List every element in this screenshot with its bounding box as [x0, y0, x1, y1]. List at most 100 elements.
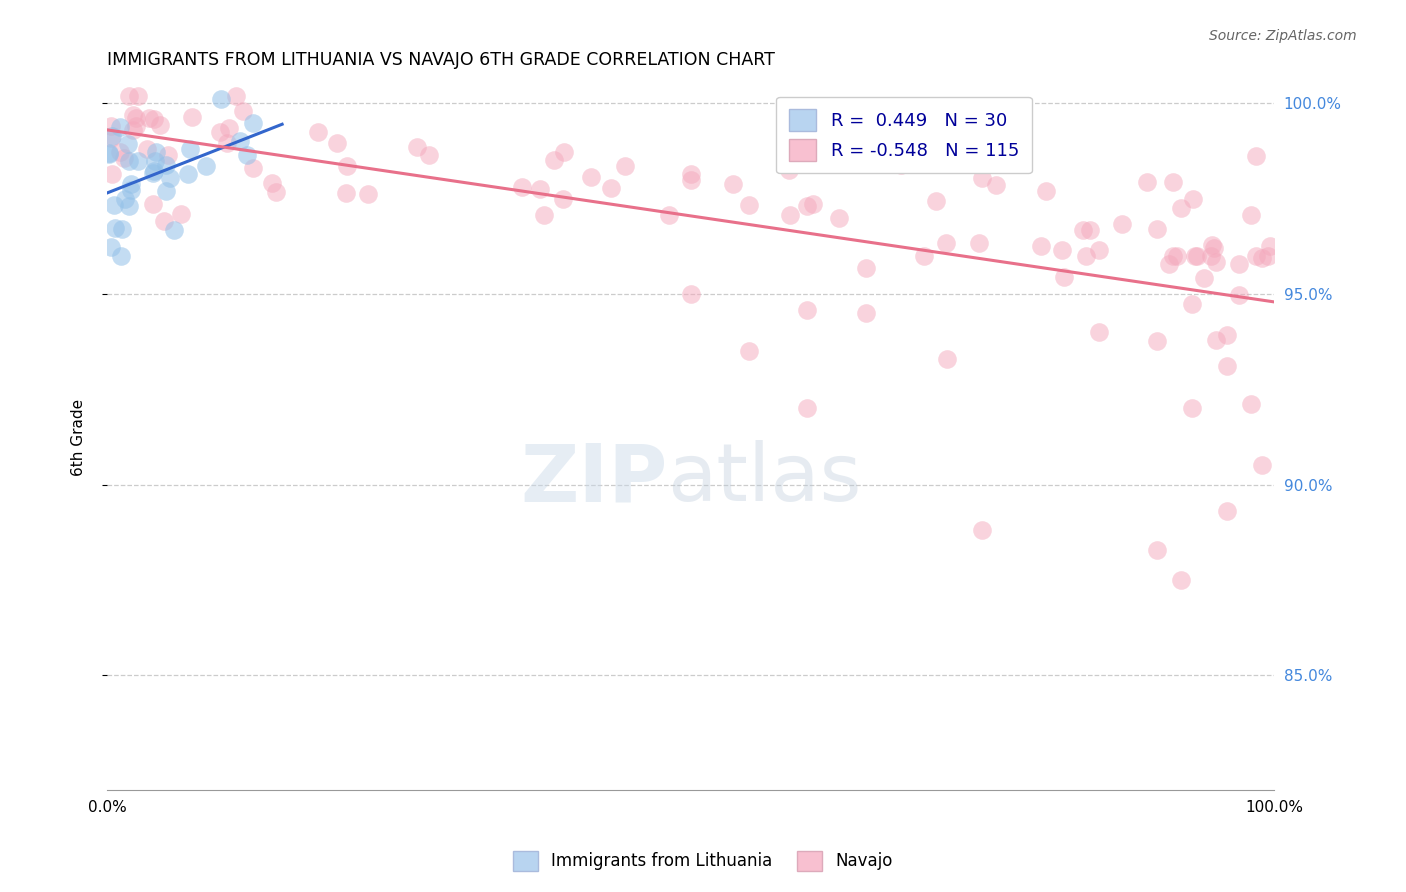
Point: [1170, 202, 1192, 216]
Point: [890, 158, 912, 172]
Point: [1181, 297, 1204, 311]
Point: [1216, 504, 1239, 518]
Point: [1244, 149, 1267, 163]
Point: [142, 164, 165, 178]
Point: [1088, 243, 1111, 257]
Point: [142, 197, 165, 211]
Point: [1205, 333, 1227, 347]
Point: [855, 260, 877, 275]
Point: [1136, 175, 1159, 189]
Point: [614, 160, 637, 174]
Text: atlas: atlas: [668, 441, 862, 518]
Point: [135, 142, 157, 156]
Text: ZIP: ZIP: [520, 441, 668, 518]
Point: [738, 344, 761, 359]
Point: [1227, 288, 1250, 302]
Point: [801, 196, 824, 211]
Point: [1088, 325, 1111, 339]
Point: [936, 351, 959, 366]
Point: [215, 136, 238, 150]
Point: [852, 154, 875, 169]
Point: [796, 401, 818, 416]
Point: [1157, 257, 1180, 271]
Point: [1182, 192, 1205, 206]
Point: [1201, 237, 1223, 252]
Point: [1216, 327, 1239, 342]
Point: [163, 223, 186, 237]
Point: [236, 148, 259, 162]
Point: [1146, 542, 1168, 557]
Point: [1187, 249, 1209, 263]
Point: [229, 134, 252, 148]
Point: [114, 192, 136, 206]
Point: [967, 235, 990, 250]
Point: [599, 181, 621, 195]
Point: [336, 159, 359, 173]
Point: [1251, 458, 1274, 472]
Point: [242, 116, 264, 130]
Point: [157, 148, 180, 162]
Point: [232, 103, 254, 118]
Point: [127, 154, 149, 169]
Point: [195, 159, 218, 173]
Point: [208, 126, 231, 140]
Point: [143, 112, 166, 126]
Point: [100, 130, 122, 145]
Point: [1078, 223, 1101, 237]
Point: [579, 169, 602, 184]
Point: [1052, 243, 1074, 257]
Point: [100, 168, 122, 182]
Point: [242, 161, 264, 175]
Point: [177, 167, 200, 181]
Point: [111, 222, 134, 236]
Point: [1240, 397, 1263, 411]
Point: [1246, 249, 1268, 263]
Point: [543, 153, 565, 167]
Point: [149, 118, 172, 132]
Point: [179, 142, 201, 156]
Point: [108, 120, 131, 134]
Point: [796, 199, 818, 213]
Point: [209, 92, 232, 106]
Point: [679, 173, 702, 187]
Point: [103, 198, 125, 212]
Point: [1146, 222, 1168, 236]
Point: [510, 180, 533, 194]
Point: [266, 185, 288, 199]
Point: [142, 166, 165, 180]
Point: [972, 524, 994, 538]
Point: [1201, 249, 1223, 263]
Point: [122, 123, 145, 137]
Point: [1181, 401, 1204, 415]
Point: [112, 151, 135, 165]
Point: [145, 145, 167, 159]
Point: [120, 183, 142, 197]
Point: [121, 108, 143, 122]
Legend: R =  0.449   N = 30, R = -0.548   N = 115: R = 0.449 N = 30, R = -0.548 N = 115: [776, 96, 1032, 173]
Point: [100, 128, 122, 143]
Point: [934, 235, 956, 250]
Point: [170, 206, 193, 220]
Point: [776, 130, 799, 145]
Point: [225, 88, 247, 103]
Point: [110, 249, 132, 263]
Point: [533, 208, 555, 222]
Point: [120, 177, 142, 191]
Legend: Immigrants from Lithuania, Navajo: Immigrants from Lithuania, Navajo: [505, 842, 901, 880]
Point: [738, 198, 761, 212]
Point: [357, 186, 380, 201]
Point: [553, 145, 575, 160]
Point: [1170, 573, 1192, 587]
Point: [1257, 249, 1279, 263]
Point: [326, 136, 349, 150]
Y-axis label: 6th Grade: 6th Grade: [72, 399, 86, 475]
Point: [1205, 254, 1227, 268]
Point: [1161, 174, 1184, 188]
Point: [855, 306, 877, 320]
Point: [97, 147, 120, 161]
Point: [1146, 334, 1168, 348]
Point: [984, 178, 1007, 192]
Point: [658, 208, 681, 222]
Point: [1216, 359, 1239, 374]
Point: [721, 178, 744, 192]
